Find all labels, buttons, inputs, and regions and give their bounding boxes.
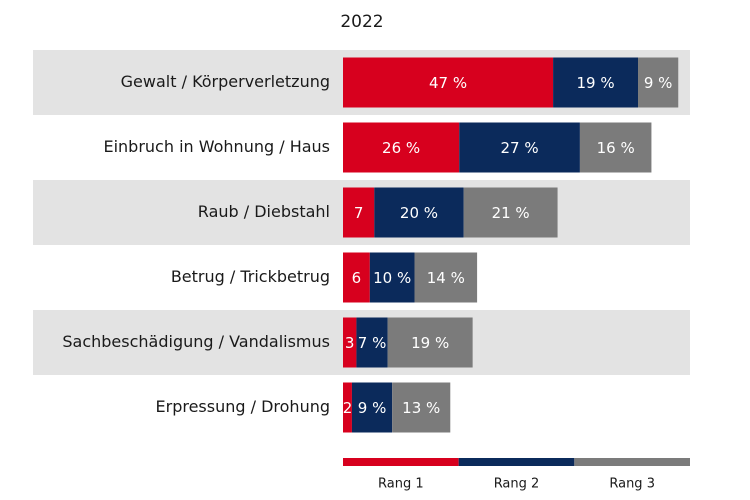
value-label: 2 — [343, 399, 353, 417]
category-label: Sachbeschädigung / Vandalismus — [62, 332, 330, 351]
value-label: 20 % — [400, 204, 438, 222]
value-label: 47 % — [429, 74, 467, 92]
value-label: 7 — [354, 204, 364, 222]
legend-label: Rang 2 — [494, 477, 540, 492]
value-label: 9 % — [644, 74, 673, 92]
category-label: Einbruch in Wohnung / Haus — [103, 137, 330, 156]
value-label: 27 % — [501, 139, 539, 157]
legend-label: Rang 1 — [378, 477, 424, 492]
value-label: 21 % — [492, 204, 530, 222]
bar-segment — [579, 122, 652, 173]
value-label: 19 % — [577, 74, 615, 92]
chart-title: 2022 — [340, 12, 383, 32]
value-label: 19 % — [411, 334, 449, 352]
value-label: 3 — [345, 334, 355, 352]
bar-segment — [356, 317, 388, 368]
bar-segment — [343, 57, 554, 108]
bar-segment — [374, 187, 464, 238]
value-label: 14 % — [427, 269, 465, 287]
category-label: Gewalt / Körperverletzung — [121, 72, 330, 91]
category-label: Erpressung / Drohung — [156, 397, 331, 416]
value-label: 13 % — [402, 399, 440, 417]
value-label: 9 % — [358, 399, 387, 417]
bar-segment — [343, 187, 375, 238]
bar-segment — [351, 382, 393, 433]
category-label: Raub / Diebstahl — [198, 202, 330, 221]
bar-segment — [387, 317, 473, 368]
value-label: 10 % — [373, 269, 411, 287]
category-label: Betrug / Trickbetrug — [171, 267, 330, 286]
bar-segment — [343, 382, 352, 433]
legend-swatch — [458, 458, 575, 466]
bar-segment — [414, 252, 478, 303]
bar-segment — [343, 252, 370, 303]
legend-label: Rang 3 — [609, 477, 655, 492]
value-label: 26 % — [382, 139, 420, 157]
bar-segment — [343, 317, 357, 368]
legend-swatch — [574, 458, 690, 466]
legend-swatch — [343, 458, 459, 466]
value-label: 6 — [352, 269, 362, 287]
value-label: 16 % — [597, 139, 635, 157]
bar-segment — [343, 122, 460, 173]
value-label: 7 % — [358, 334, 387, 352]
bar-segment — [459, 122, 580, 173]
bar-segment — [463, 187, 558, 238]
bar-segment — [369, 252, 415, 303]
bar-segment — [553, 57, 639, 108]
bar-segment — [638, 57, 679, 108]
bar-segment — [392, 382, 451, 433]
